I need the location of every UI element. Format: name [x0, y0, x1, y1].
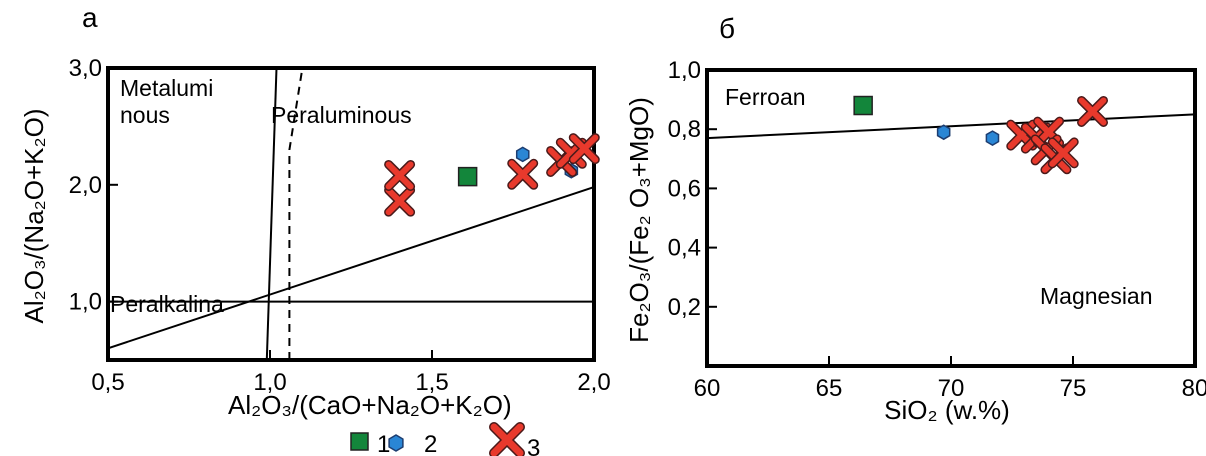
- panel-a-cross-point-1: [384, 159, 416, 191]
- legend-square-marker: [350, 432, 369, 451]
- legend-cross-marker: [489, 422, 525, 456]
- panel-b-y-axis-label: Fe₂O₃/(Fe₂ O₃+MgO): [624, 97, 654, 343]
- panel-b-x-tick-label-1: 65: [816, 375, 843, 402]
- panel-b-x-tick-label-3: 75: [1060, 375, 1087, 402]
- panel-a-x-tick-label-3: 2,0: [577, 369, 610, 396]
- panel-a-label: а: [82, 2, 98, 33]
- panel-a-boundary-line-3: [288, 67, 304, 360]
- panel-b-y-tick-label-2: 0,6: [668, 175, 701, 202]
- field-label-magnesian: Magnesian: [1040, 283, 1153, 309]
- panel-b: б 60 65 70 75 80 0,2 0,4 0,6 0,8 1,0 Ferroan Magn…: [624, 13, 1206, 425]
- panel-a-boundary-line-2: [107, 186, 595, 350]
- field-label-ferroan: Ferroan: [725, 84, 806, 110]
- panel-a-y-tick-label-0: 1,0: [69, 289, 102, 316]
- panel-a-cross-point-2: [507, 158, 539, 190]
- legend-label-1: 1: [377, 431, 390, 456]
- panel-a: а 0,5 1,0 1,5 2,0 1,0 2,0 3,0 Metalumi nous Pe…: [19, 2, 611, 420]
- panel-a-plot-frame: [106, 66, 596, 362]
- panel-b-cross-point-5: [1047, 137, 1079, 169]
- legend-hexagon-marker: [388, 434, 404, 452]
- panel-b-x-tick-label-2: 70: [938, 375, 965, 402]
- field-label-metaluminous-1: Metalumi: [120, 75, 213, 101]
- panel-b-square-point-0: [853, 95, 873, 116]
- field-label-peralkalina: Peralkalina: [110, 291, 224, 317]
- field-label-metaluminous-2: nous: [120, 102, 170, 128]
- panel-a-x-tick-label-1: 1,0: [253, 369, 286, 396]
- panel-b-y-tick-label-0: 0,2: [668, 294, 701, 321]
- panel-b-points: [853, 95, 1109, 175]
- panel-a-y-axis-label: Al₂O₃/(Na₂O+K₂O): [19, 109, 49, 324]
- panel-b-boundary-lines: [706, 113, 1196, 140]
- panel-b-x-axis-label: SiO₂ (w.%): [884, 395, 1010, 425]
- field-label-peraluminous: Peraluminous: [271, 102, 412, 128]
- panel-a-cross-point-5: [568, 133, 600, 165]
- panel-b-ticks: 60 65 70 75 80 0,2 0,4 0,6 0,8 1,0: [668, 57, 1206, 402]
- panel-b-plot-frame: [705, 68, 1197, 368]
- legend: 1 2 3: [350, 422, 540, 456]
- panel-b-hexagon-point-1: [985, 130, 1000, 146]
- panel-b-y-tick-label-3: 0,8: [668, 116, 701, 143]
- panel-a-boundary-line-1: [265, 67, 278, 361]
- panel-a-y-tick-label-1: 2,0: [69, 172, 102, 199]
- panel-a-hexagon-point-0: [515, 146, 530, 163]
- panel-a-points: [384, 133, 600, 217]
- panel-b-y-tick-label-4: 1,0: [668, 57, 701, 84]
- panel-b-hexagon-point-0: [936, 124, 951, 141]
- panel-b-x-tick-label-0: 60: [694, 375, 721, 402]
- legend-label-3: 3: [527, 435, 540, 456]
- legend-label-2: 2: [424, 431, 437, 456]
- panel-a-x-tick-label-0: 0,5: [91, 369, 124, 396]
- panel-a-ticks: 0,5 1,0 1,5 2,0 1,0 2,0 3,0: [69, 55, 611, 396]
- panel-b-label: б: [719, 13, 735, 44]
- panel-b-boundary-line-0: [706, 113, 1196, 140]
- panel-b-y-tick-label-1: 0,4: [668, 235, 701, 262]
- panel-b-cross-point-6: [1077, 95, 1109, 127]
- panel-a-y-tick-label-2: 3,0: [69, 55, 102, 82]
- panel-a-x-tick-label-2: 1,5: [415, 369, 448, 396]
- panel-a-cross-point-0: [384, 185, 416, 217]
- panel-a-x-axis-label: Al₂O₃/(CaO+Na₂O+K₂O): [228, 390, 512, 420]
- panel-b-x-tick-label-4: 80: [1182, 375, 1206, 402]
- panel-a-boundary-lines: [107, 67, 595, 361]
- panel-a-square-point-0: [457, 166, 478, 187]
